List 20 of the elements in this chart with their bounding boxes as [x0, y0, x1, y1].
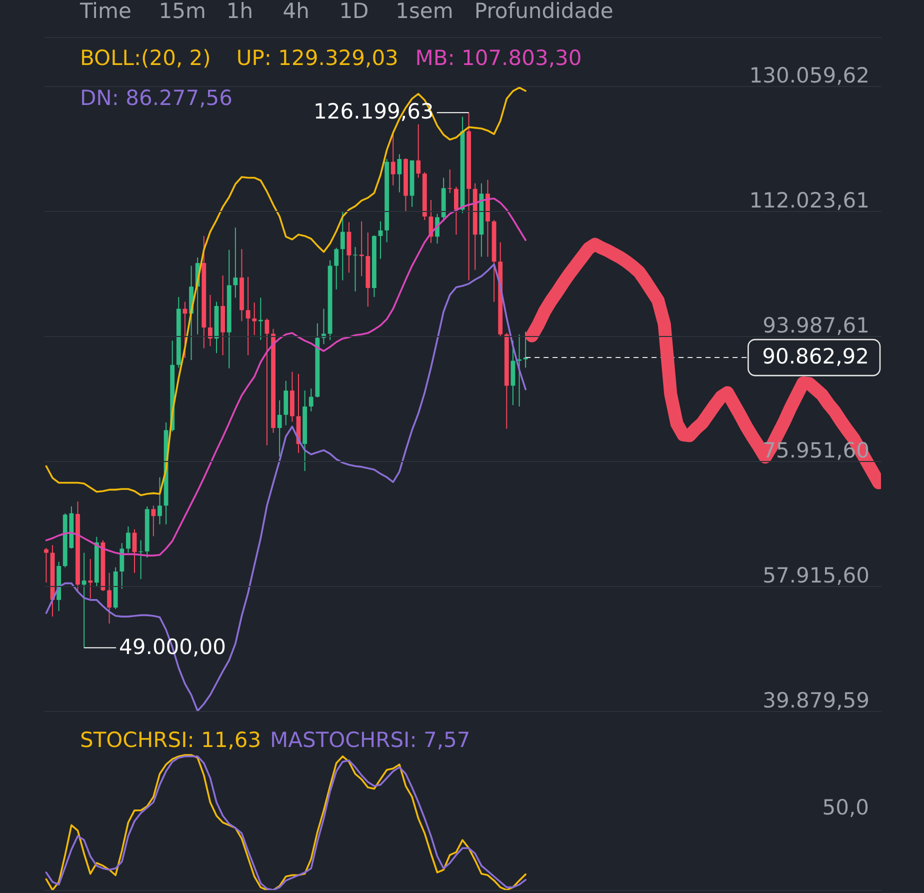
text: Time [79, 0, 132, 23]
text: 1h [226, 0, 254, 23]
text: MB: 107.803,30 [415, 46, 582, 70]
series-label: STOCHRSI: 11,63 [80, 728, 262, 752]
ref-line-label: 90.862,92 [762, 344, 869, 369]
y-tick-label: 112.023,61 [749, 188, 870, 212]
y-tick-label: 57.915,60 [762, 563, 870, 588]
text: Profundidade [474, 0, 614, 23]
legend-title: BOLL:(20, 2) [80, 46, 211, 70]
y-tick-label: 93.987,61 [762, 313, 870, 338]
y-tick-label: 130.059,62 [749, 63, 870, 88]
y-tick-label: 39.879,59 [762, 688, 870, 712]
annotation: 50,0 [822, 796, 869, 820]
series-label: MASTOCHRSI: 7,57 [270, 728, 470, 752]
text: 1D [339, 0, 369, 23]
text: 4h [282, 0, 310, 23]
text: 15m [158, 0, 206, 23]
text: 1sem [396, 0, 454, 23]
text: DN: 86.277,56 [80, 86, 233, 110]
series-label: UP: 129.329,03 [236, 46, 398, 70]
